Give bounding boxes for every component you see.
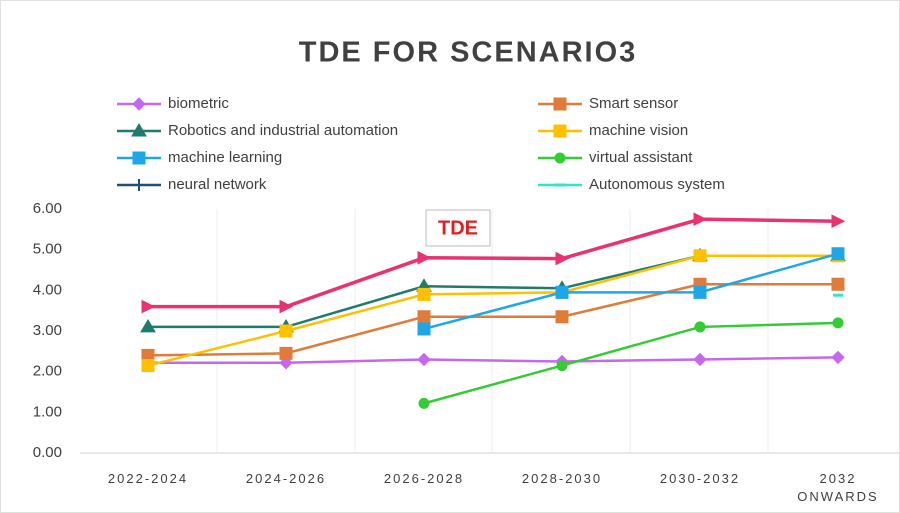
x-tick-label: 2024-2026 — [245, 471, 327, 486]
x-tick-label: 2030-2032 — [659, 471, 741, 486]
y-tick-label: 1.00 — [33, 403, 62, 420]
marker — [832, 317, 844, 329]
marker — [555, 310, 569, 324]
legend-label: neural network — [168, 176, 267, 193]
chart-title: TDE FOR SCENARIO3 — [299, 37, 638, 69]
marker — [417, 287, 431, 301]
marker — [693, 352, 707, 367]
y-tick-label: 5.00 — [33, 241, 62, 258]
marker — [131, 123, 147, 137]
series-line — [423, 321, 839, 405]
marker — [554, 152, 566, 164]
series-line — [148, 217, 839, 309]
marker — [141, 299, 156, 314]
marker — [831, 277, 845, 291]
legend-label: Smart sensor — [589, 95, 678, 112]
x-tick-label: 2032 ONWARDS — [797, 471, 879, 504]
series-line — [147, 254, 838, 367]
annotation: TDE — [438, 217, 478, 239]
marker — [831, 350, 845, 365]
x-tick-label: 2026-2028 — [383, 471, 465, 486]
marker — [555, 285, 569, 299]
marker — [417, 310, 431, 324]
marker — [555, 251, 570, 266]
legend-label: Robotics and industrial automation — [168, 122, 398, 139]
legend-label: machine vision — [589, 122, 688, 139]
y-tick-label: 0.00 — [33, 444, 62, 461]
category-separators — [216, 209, 769, 453]
marker — [279, 346, 293, 360]
series-line — [423, 252, 839, 331]
marker — [694, 321, 706, 333]
marker — [417, 352, 431, 367]
marker — [132, 97, 146, 111]
marker — [553, 124, 567, 138]
y-tick-label: 4.00 — [33, 281, 62, 298]
marker — [556, 360, 568, 372]
y-tick-label: 2.00 — [33, 363, 62, 380]
marker — [693, 249, 707, 263]
y-tick-label: 3.00 — [33, 322, 62, 339]
marker — [279, 324, 293, 338]
series-line — [148, 356, 839, 364]
y-tick-label: 6.00 — [33, 200, 62, 217]
legend-label: biometric — [168, 95, 229, 112]
marker — [417, 322, 431, 336]
x-tick-label: 2028-2030 — [521, 471, 603, 486]
marker — [693, 212, 708, 226]
series-line — [147, 282, 838, 357]
legend-label: virtual assistant — [589, 149, 693, 166]
marker — [141, 359, 155, 373]
legend-label: Autonomous system — [589, 176, 725, 193]
marker — [418, 397, 430, 409]
series — [141, 212, 846, 314]
marker — [133, 179, 145, 191]
marker — [831, 247, 845, 261]
marker — [132, 151, 146, 165]
marker — [279, 299, 294, 314]
marker — [553, 97, 567, 111]
x-tick-label: 2022-2024 — [107, 471, 189, 486]
marker — [140, 318, 156, 333]
series — [417, 247, 845, 336]
legend-label: machine learning — [168, 149, 282, 166]
marker — [693, 285, 707, 299]
marker — [417, 250, 432, 265]
annotation-box — [425, 209, 491, 247]
series — [418, 317, 844, 409]
marker — [831, 214, 846, 229]
